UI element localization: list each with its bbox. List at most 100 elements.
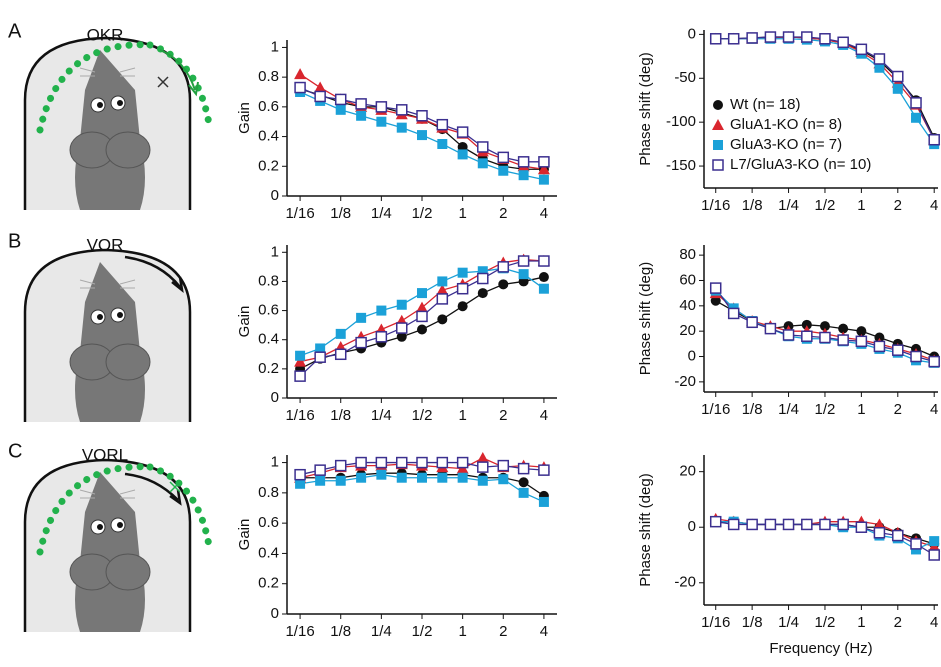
data-point [396, 331, 407, 342]
x-tick-label: 1 [857, 614, 865, 631]
x-tick-label: 1/16 [285, 623, 314, 640]
data-point [315, 475, 326, 486]
data-point [477, 461, 489, 473]
data-point [764, 322, 777, 335]
data-point [709, 282, 722, 294]
x-tick-label: 1/8 [742, 401, 763, 418]
data-point [518, 269, 529, 280]
data-point [356, 110, 367, 121]
data-point [416, 110, 428, 122]
data-point [929, 536, 940, 547]
data-point [838, 323, 849, 334]
data-point [436, 284, 449, 296]
data-point [498, 474, 509, 485]
data-point [396, 456, 408, 469]
data-point [476, 452, 489, 464]
data-point [873, 53, 886, 65]
data-point [910, 97, 922, 109]
data-point [498, 279, 509, 290]
data-point [314, 464, 326, 476]
y-tick-label: 0 [688, 347, 696, 364]
legend-label: L7/GluA3-KO (n= 10) [730, 156, 871, 173]
data-point [376, 469, 387, 480]
data-point [856, 326, 867, 337]
y-tick-label: 0.4 [258, 128, 279, 145]
data-point [456, 126, 469, 138]
x-tick-label: 2 [894, 614, 902, 631]
data-point [295, 350, 306, 361]
x-tick-label: 2 [499, 205, 507, 222]
data-point [727, 307, 740, 320]
data-point [709, 33, 722, 45]
y-tick-label: -20 [674, 373, 696, 390]
data-point [437, 139, 448, 149]
y-tick-label: 1 [271, 243, 279, 260]
y-axis-label: Phase shift (deg) [637, 473, 654, 586]
data-point [294, 68, 307, 80]
y-tick-label: 0.6 [258, 98, 279, 115]
data-point [315, 343, 326, 354]
x-tick-label: 1/8 [330, 205, 351, 222]
panel-letter: C [8, 440, 22, 462]
legend-marker [712, 159, 724, 171]
y-tick-label: -150 [666, 157, 696, 174]
x-tick-label: 1/16 [701, 197, 730, 214]
data-point [295, 478, 306, 489]
data-point [416, 310, 428, 323]
x-tick-label: 1 [857, 401, 865, 418]
data-point [910, 538, 922, 550]
y-tick-label: 0 [271, 605, 279, 622]
y-tick-label: 0.2 [258, 157, 279, 174]
y-axis-label: Gain [236, 102, 253, 134]
data-point [855, 521, 868, 533]
data-point [477, 288, 488, 299]
data-point [294, 370, 306, 382]
okr-illustration [23, 36, 214, 212]
data-point [538, 496, 549, 507]
data-point [873, 527, 886, 539]
x-tick-label: 1 [857, 197, 865, 214]
data-point [456, 456, 469, 469]
x-axis-label: Frequency (Hz) [769, 640, 872, 657]
data-point [746, 32, 758, 44]
data-point [518, 477, 529, 488]
legend-marker [712, 119, 724, 130]
legend-marker [713, 140, 723, 150]
data-point [355, 336, 367, 349]
legend-label: GluA3-KO (n= 7) [730, 136, 842, 153]
data-point [801, 319, 812, 330]
x-tick-label: 1/2 [815, 401, 836, 418]
data-point [710, 295, 721, 306]
data-point [477, 141, 489, 153]
y-tick-label: 0.8 [258, 272, 279, 289]
data-point [855, 43, 868, 56]
data-point [396, 322, 408, 334]
data-point [727, 33, 740, 45]
x-tick-label: 1/8 [330, 407, 351, 424]
y-axis-label: Phase shift (deg) [637, 52, 654, 165]
data-point [457, 149, 468, 160]
data-point [396, 472, 407, 483]
data-point [457, 301, 468, 312]
x-tick-label: 1/4 [778, 401, 799, 418]
data-point [892, 529, 904, 542]
data-point [517, 462, 530, 475]
data-point [477, 158, 488, 169]
x-tick-label: 1/2 [815, 197, 836, 214]
y-tick-label: 0.2 [258, 360, 279, 377]
data-point [497, 261, 510, 273]
data-point [335, 328, 346, 339]
x-tick-label: 1/16 [285, 407, 314, 424]
x-tick-label: 1/4 [371, 623, 392, 640]
data-point [538, 283, 549, 294]
data-point [837, 518, 849, 531]
y-tick-label: 0.8 [258, 484, 279, 501]
data-point [396, 122, 407, 133]
vorl-illustration [23, 458, 214, 634]
data-point [436, 118, 449, 131]
data-point [396, 299, 407, 310]
data-point [855, 335, 868, 348]
data-point [376, 116, 387, 127]
data-point [417, 130, 427, 141]
